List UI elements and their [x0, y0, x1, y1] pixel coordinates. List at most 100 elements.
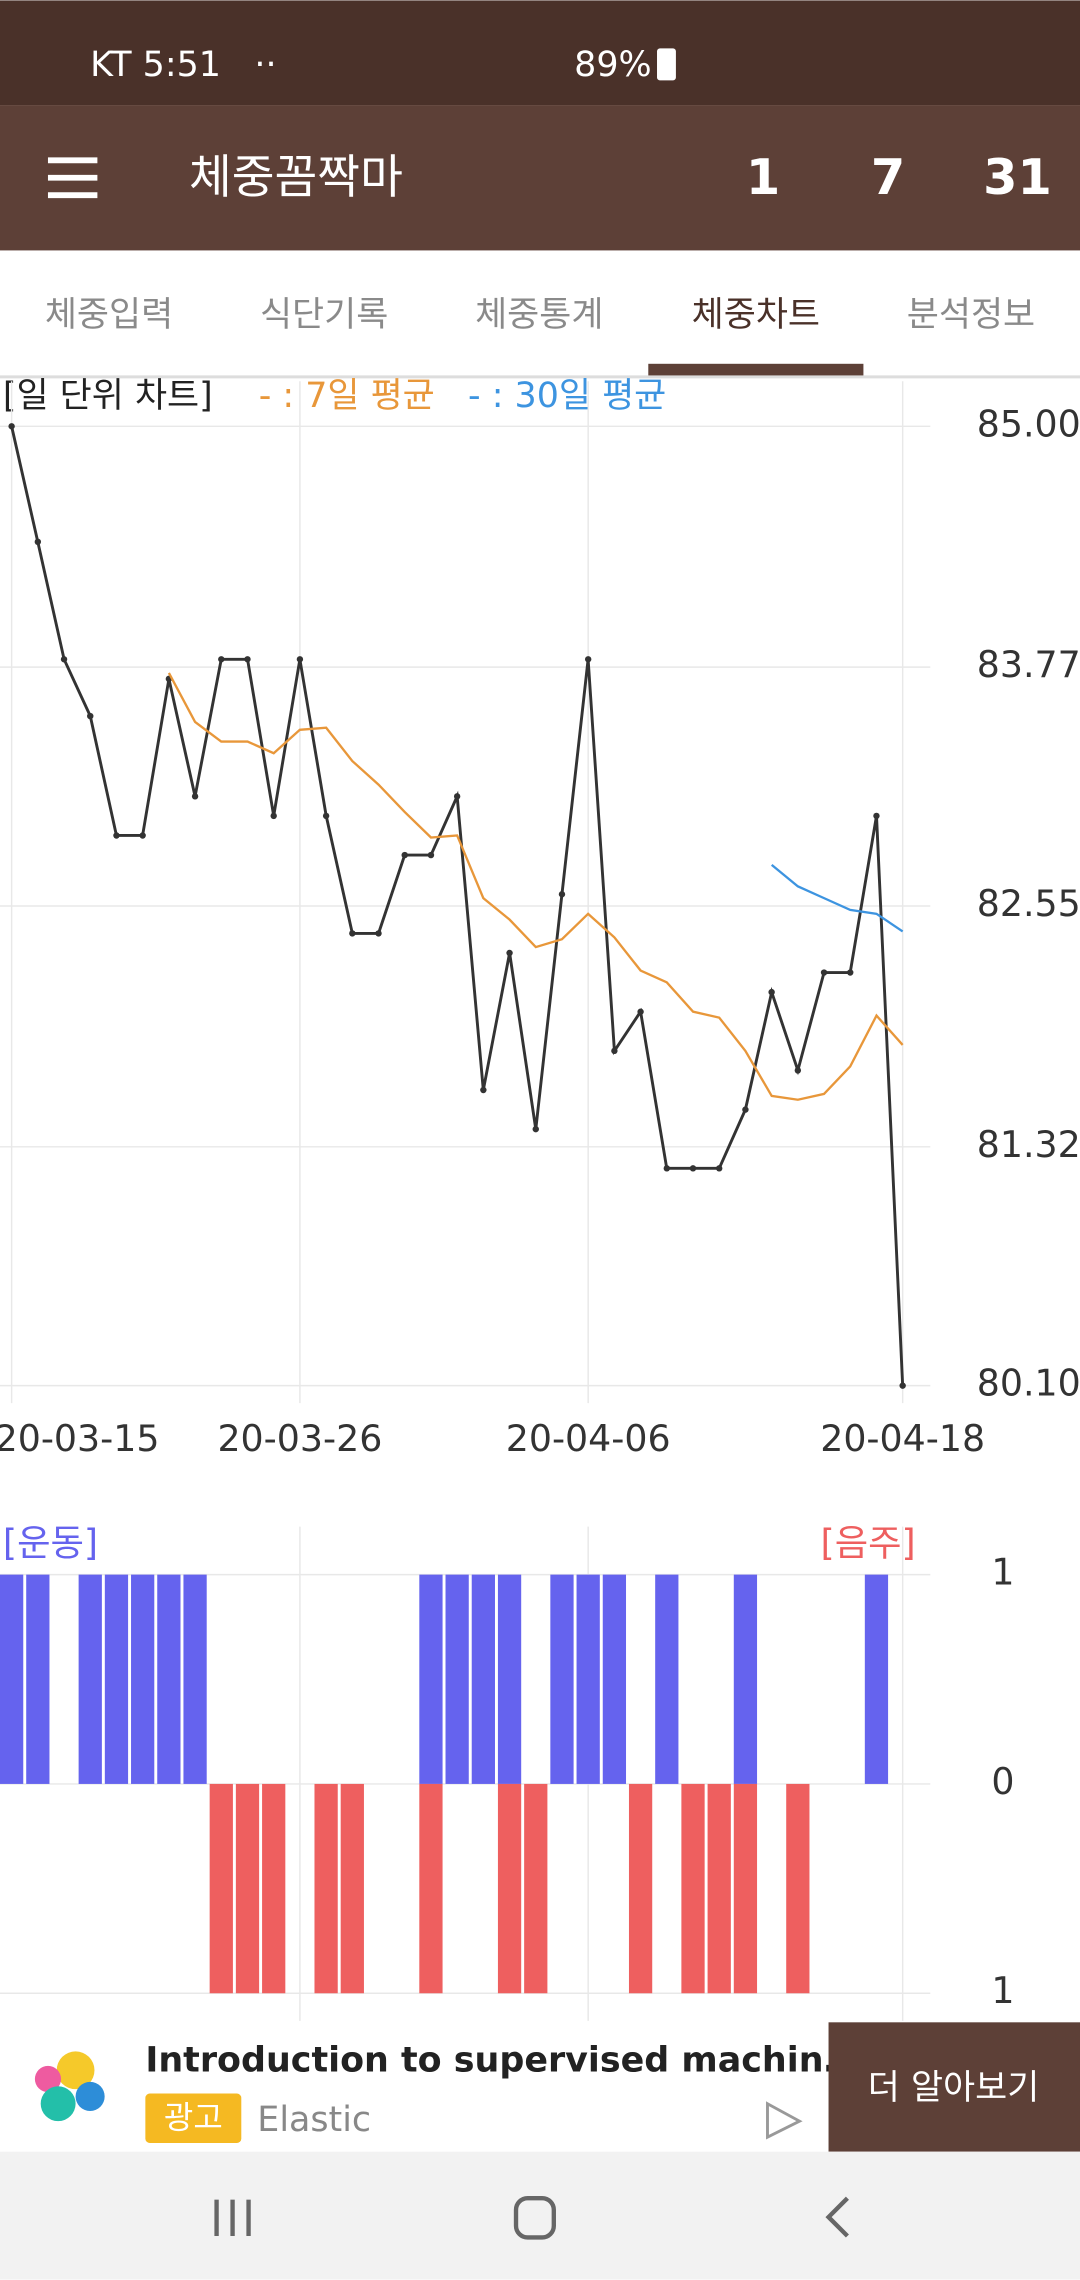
data-point — [87, 712, 94, 720]
bar — [733, 1574, 758, 1784]
y-tick-label: 85.00 — [977, 402, 1080, 445]
data-point — [270, 812, 277, 820]
bar — [733, 1783, 758, 1994]
y-tick-label: 82.55 — [977, 882, 1080, 925]
app-title: 체중꼼짝마 — [189, 150, 403, 204]
y-tick-label: 83.77 — [977, 643, 1080, 686]
nav-home[interactable] — [513, 2196, 556, 2240]
data-point — [113, 832, 120, 839]
data-point — [375, 930, 382, 937]
y-tick-label: 80.10 — [977, 1362, 1080, 1405]
data-point — [60, 656, 68, 663]
data-point — [506, 949, 513, 957]
range-button[interactable]: 31 — [983, 148, 1052, 206]
bar — [340, 1783, 364, 1994]
legend-entry: [음주] — [821, 1522, 916, 1565]
bar — [628, 1783, 653, 1994]
nav-back[interactable] — [825, 2196, 849, 2238]
data-point — [689, 1165, 697, 1172]
bar — [655, 1574, 679, 1784]
data-point — [218, 656, 225, 663]
bar — [497, 1574, 522, 1784]
ad-choices-icon[interactable] — [766, 2101, 803, 2140]
data-point — [349, 930, 356, 937]
bar — [524, 1783, 548, 1994]
tab[interactable]: 분석정보 — [907, 295, 1035, 335]
bar — [104, 1574, 129, 1784]
data-point — [716, 1165, 723, 1172]
bar — [209, 1783, 233, 1994]
series-line — [167, 672, 904, 1101]
legend-entry: - : 30일 평균 — [468, 376, 666, 416]
ad-advertiser: Elastic — [257, 2100, 371, 2140]
ad-button[interactable] — [828, 2022, 1080, 2152]
bar — [183, 1574, 207, 1784]
data-point — [584, 656, 592, 663]
y-tick-label: 0 — [991, 1760, 1014, 1803]
bar — [786, 1783, 810, 1994]
app-bar — [0, 105, 1080, 251]
data-point — [794, 1067, 802, 1074]
bar — [419, 1574, 443, 1784]
tab[interactable]: 체중차트 — [692, 295, 820, 335]
range-button[interactable]: 1 — [746, 148, 780, 206]
data-point — [322, 812, 330, 820]
data-point — [401, 851, 408, 859]
data-point — [34, 538, 42, 546]
bar — [864, 1574, 889, 1784]
ad-badge-bg — [145, 2093, 242, 2143]
x-tick-label: 20-03-26 — [217, 1417, 382, 1460]
ad-headline: Introduction to supervised machin… — [145, 2041, 858, 2081]
data-point — [873, 812, 880, 820]
data-point — [427, 851, 435, 859]
data-point — [558, 891, 566, 898]
tab[interactable]: 체중입력 — [45, 295, 173, 335]
data-point — [139, 832, 146, 839]
data-point — [453, 793, 461, 800]
x-tick-label: 20-03-15 — [0, 1417, 159, 1460]
bar — [235, 1783, 260, 1994]
bar — [131, 1574, 155, 1784]
bar — [602, 1574, 627, 1784]
y-tick-label: 81.32 — [977, 1123, 1080, 1166]
data-point — [611, 1047, 618, 1055]
battery-icon — [657, 48, 676, 81]
data-point — [847, 969, 854, 976]
x-tick-label: 20-04-18 — [820, 1417, 985, 1460]
bar — [0, 1574, 24, 1784]
data-point — [191, 793, 199, 800]
tab[interactable]: 체중통계 — [475, 295, 603, 335]
nav-recents[interactable] — [214, 2199, 251, 2236]
range-button[interactable]: 7 — [871, 148, 905, 206]
bar — [262, 1783, 286, 1994]
data-point — [768, 988, 775, 996]
status-dots: ·· — [254, 45, 276, 85]
bar — [78, 1574, 102, 1784]
ad-button-label[interactable]: 더 알아보기 — [868, 2068, 1040, 2108]
bar — [707, 1783, 731, 1994]
tab-indicator — [648, 363, 864, 376]
bar — [26, 1574, 50, 1784]
ad-logo — [34, 2051, 105, 2122]
chart-title: [일 단위 차트] — [3, 376, 213, 416]
bar — [314, 1783, 338, 1994]
status-time: KT 5:51 — [90, 45, 221, 85]
data-point — [663, 1165, 671, 1172]
bar — [681, 1783, 705, 1994]
bar — [576, 1574, 600, 1784]
ad-badge: 광고 — [164, 2099, 223, 2137]
menu-icon[interactable] — [47, 157, 98, 199]
bar — [550, 1574, 574, 1784]
y-tick-label: 1 — [991, 1969, 1014, 2012]
data-point — [637, 1008, 644, 1015]
data-point — [532, 1125, 539, 1133]
bar — [497, 1783, 522, 1994]
data-point — [296, 656, 304, 663]
nav-bar — [0, 2151, 1080, 2280]
status-battery: 89% — [574, 45, 652, 85]
bar — [471, 1574, 495, 1784]
status-bar — [0, 0, 1080, 106]
bar — [419, 1783, 443, 1994]
tab[interactable]: 식단기록 — [260, 295, 388, 335]
